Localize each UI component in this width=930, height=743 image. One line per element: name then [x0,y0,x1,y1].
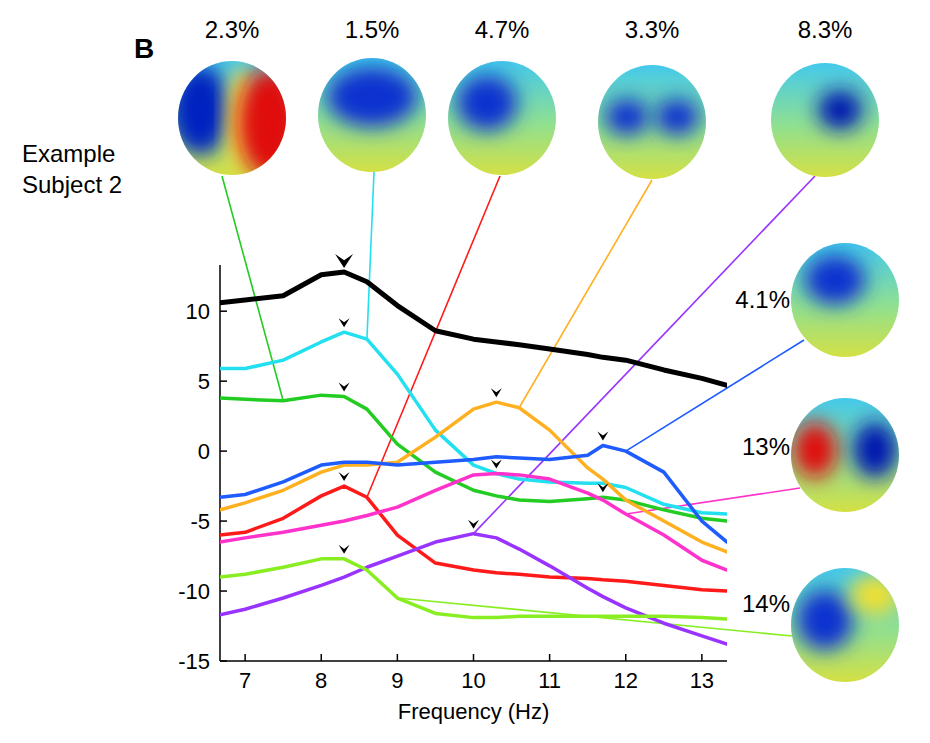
peak-arrow [468,520,479,529]
x-tick-label: 12 [614,668,638,693]
head-base [442,58,562,178]
variance-label: 13% [742,433,790,460]
head-blob [457,75,517,131]
peak-arrow [597,432,608,441]
x-tick-label: 9 [391,668,403,693]
peak-arrow [335,254,353,268]
head-base [312,55,432,175]
topography-head [312,55,432,175]
x-tick [625,654,627,661]
head-blob [805,255,865,305]
subject-label-line: Subject 2 [22,171,122,198]
y-tick [220,310,227,312]
peak-arrow [597,483,608,492]
variance-label: 4.7% [475,16,530,43]
subject-label: Example Subject 2 [22,140,122,198]
y-tick [220,520,227,522]
x-tick-label: 7 [239,668,251,693]
y-tick [220,380,227,382]
variance-label: 4.1% [735,286,790,313]
series-line [220,486,727,591]
head-base [765,60,885,180]
x-tick-label: 10 [461,668,485,693]
leader-line [367,172,374,339]
topography-head [785,240,905,360]
leaders [222,172,815,636]
head-map [442,58,562,178]
head-base [592,62,712,182]
subject-label-line: Example [22,140,115,167]
x-tick [244,654,246,661]
head-map [592,62,712,182]
head-blob [238,68,302,178]
leader-line [519,180,652,408]
leader-line [626,488,800,514]
series-line [220,272,727,385]
x-tick [473,654,475,661]
peak-arrow [491,459,502,468]
topography-head [785,395,905,515]
head-base [785,240,905,360]
head-map [785,565,905,685]
y-tick-label: -5 [190,509,210,534]
panel-label: B [134,33,154,64]
variance-label: 1.5% [345,16,400,43]
y-tick-label: -15 [178,649,210,674]
head-blob [853,422,897,478]
head-blob [170,65,230,155]
series-line [220,534,727,645]
peak-arrow [491,388,502,397]
y-tick [220,590,227,592]
head-map [785,395,905,515]
variance-label: 3.3% [625,16,680,43]
topography-head [592,62,712,182]
head-map [765,60,885,180]
x-axis-title: Frequency (Hz) [398,699,550,724]
variance-label: 14% [742,590,790,617]
chart: -15 -10 -5 0 5 10 7 8 9 10 11 12 13 Frequency (Hz) B Ex… [0,0,930,743]
variance-label: 8.3% [798,16,853,43]
y-tick-label: 10 [186,299,210,324]
peak-arrow [339,545,350,554]
head-blob [793,422,837,478]
x-tick [549,654,551,661]
head-base [785,395,905,515]
head-base [785,565,905,685]
head-blob [605,99,649,135]
series-line [220,473,727,570]
head-blob [818,90,862,130]
leader-line [367,176,500,497]
head-blob [655,99,699,135]
variance-label: 2.3% [205,16,260,43]
x-tick [320,654,322,661]
x-tick [701,654,703,661]
peak-arrow [339,318,350,327]
topography-head [765,60,885,180]
head-blob [327,67,417,127]
y-tick-label: 5 [198,369,210,394]
topography-head [170,58,302,178]
series-lines [220,272,727,644]
topography-head [785,565,905,685]
y-axis [219,265,221,661]
x-tick-label: 8 [315,668,327,693]
x-tick [397,654,399,661]
x-tick-label: 11 [538,668,561,693]
head-map [170,58,302,178]
series-line [220,332,727,514]
series-line [220,559,727,619]
y-tick-label: 0 [198,439,210,464]
y-tick [220,660,227,662]
topography-head [442,58,562,178]
head-blob [797,590,853,650]
head-map [312,55,432,175]
y-tick-label: -10 [178,579,210,604]
peak-arrow [339,472,350,481]
head-blob [850,575,900,615]
y-tick [220,450,227,452]
head-map [785,240,905,360]
peak-arrow [339,383,350,392]
x-tick-label: 13 [690,668,714,693]
